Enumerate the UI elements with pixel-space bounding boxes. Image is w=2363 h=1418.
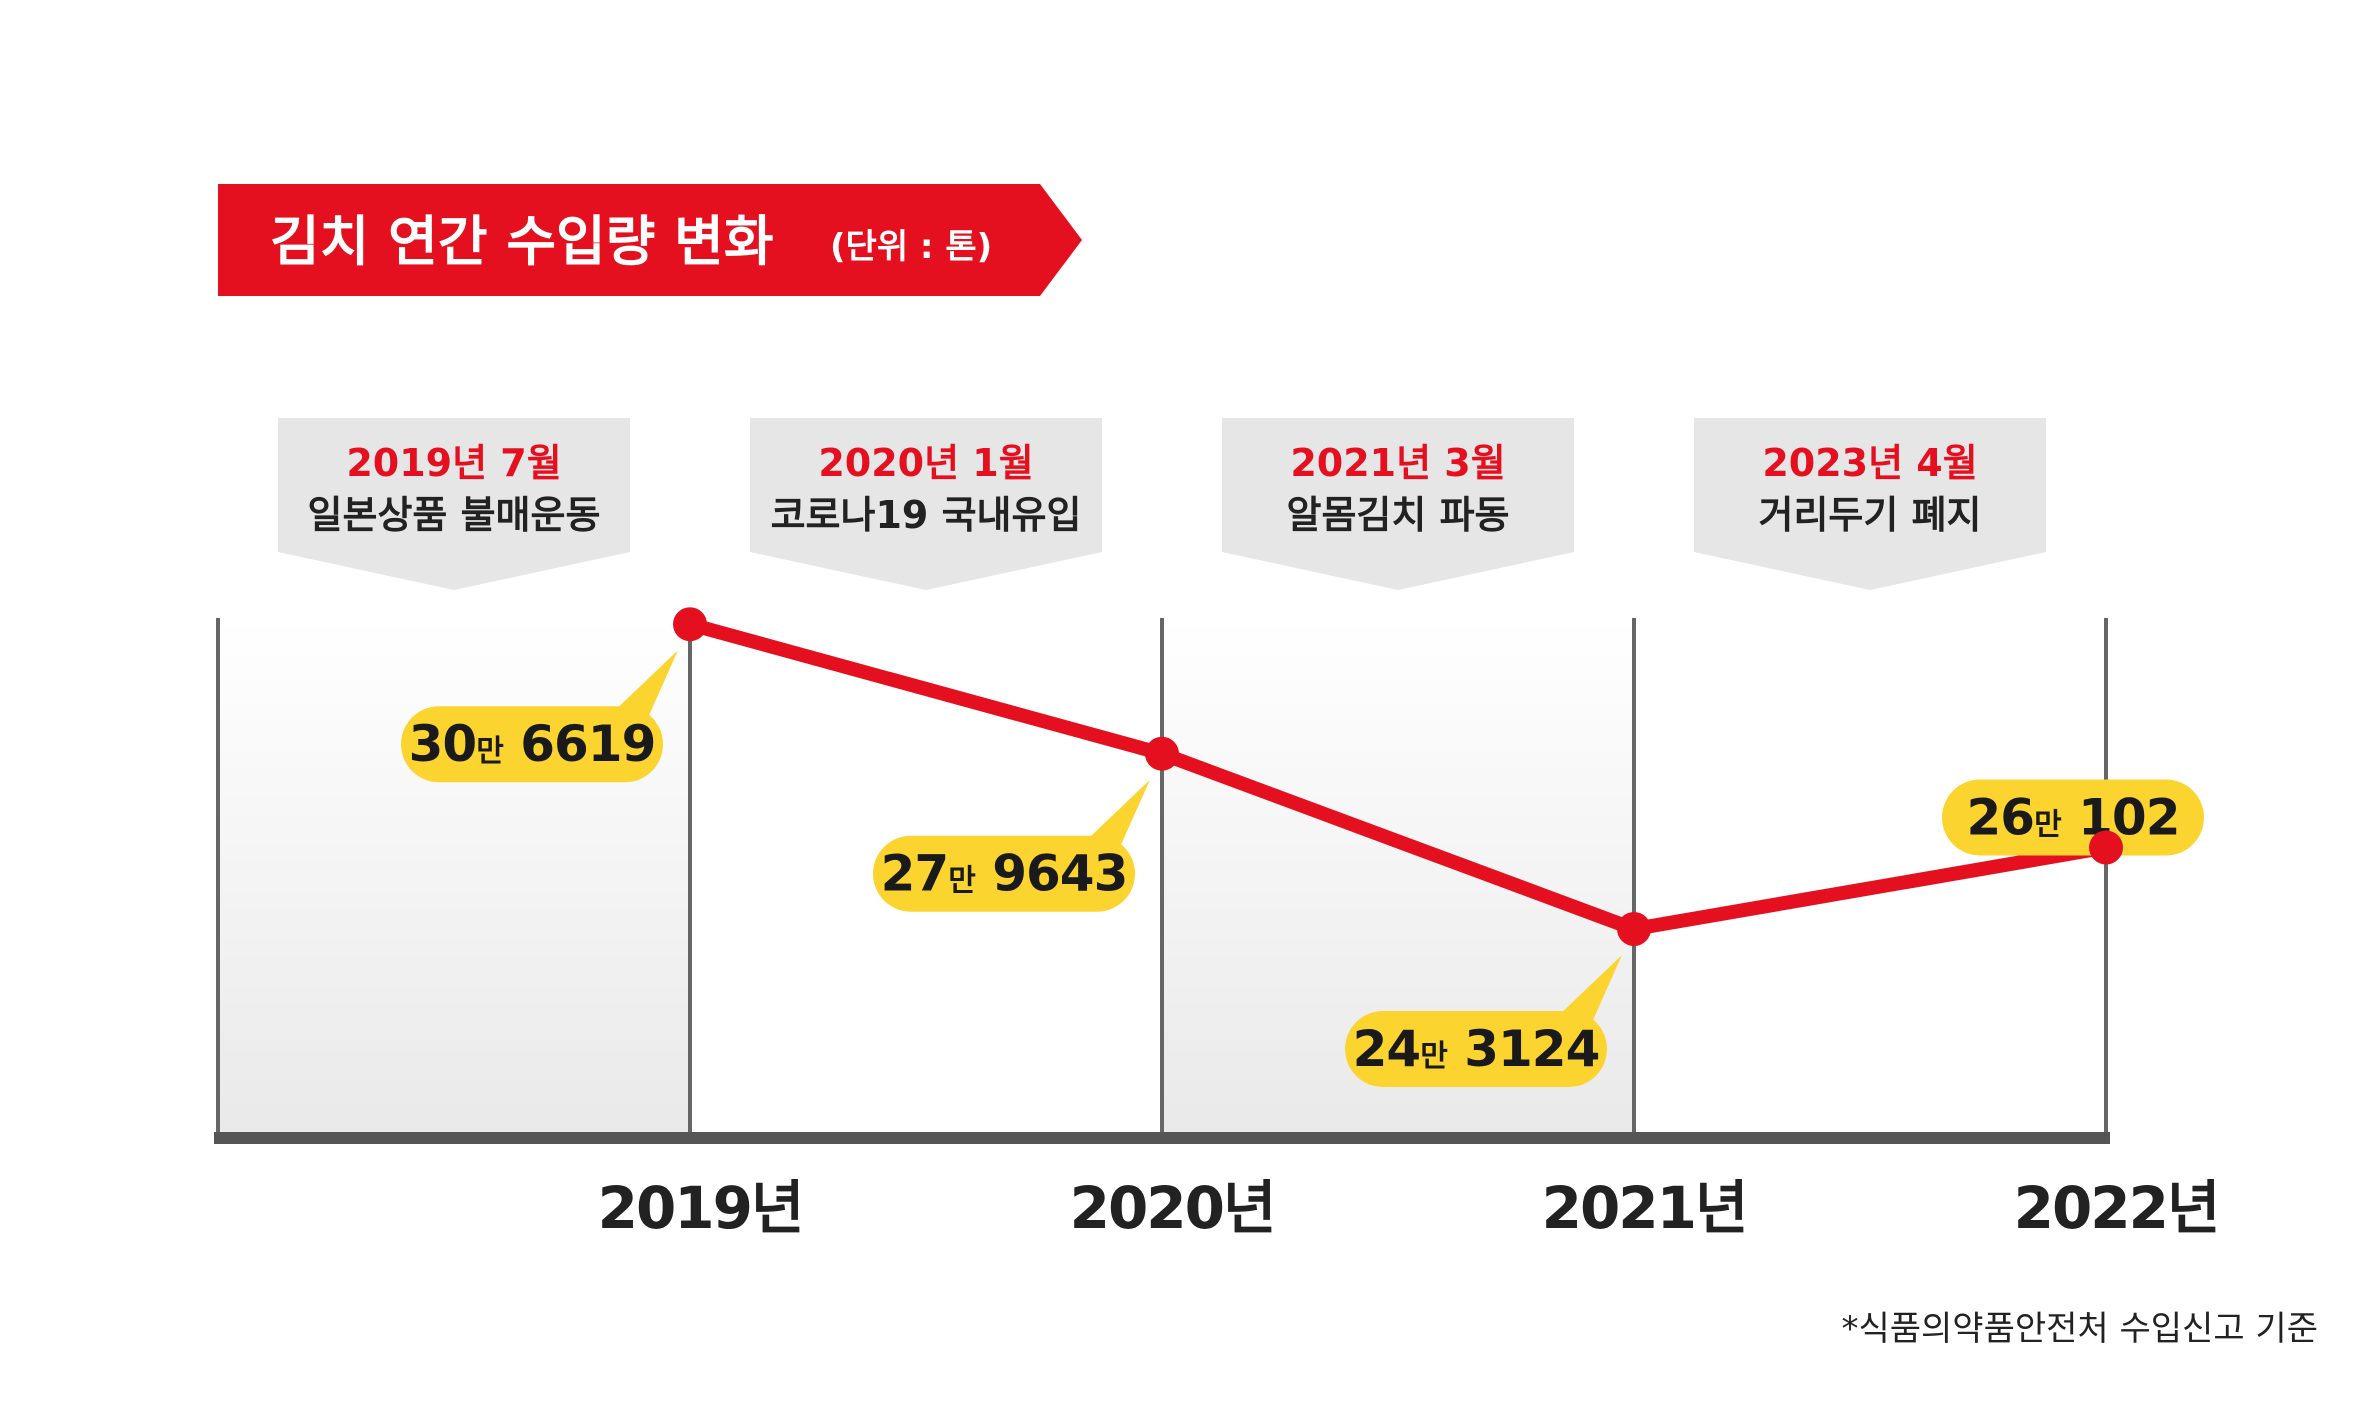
value-bubble-4: 26만 102	[1942, 779, 2204, 856]
data-label-rest: 3124	[1448, 1020, 1600, 1078]
title-banner-shape	[218, 184, 1082, 296]
value-bubble-3: 24만 3124	[1345, 955, 1622, 1088]
data-points	[673, 607, 2123, 947]
bubble-body	[1345, 1011, 1607, 1088]
bubble-tail	[1085, 779, 1150, 854]
x-tick-label: 2020년	[1070, 1174, 1275, 1242]
data-label-main: 24	[1353, 1020, 1421, 1078]
bubble-body	[873, 835, 1135, 912]
x-tick-label: 2021년	[1542, 1174, 1747, 1242]
data-label-unit: 만	[1420, 1039, 1448, 1074]
event-date: 2021년 3월	[1290, 441, 1505, 485]
data-label: 24만 3124	[1353, 1020, 1600, 1078]
event-date: 2020년 1월	[818, 441, 1033, 485]
value-bubble-1: 30만 6619	[401, 650, 678, 783]
data-label-main: 27	[881, 845, 949, 903]
event-text: 일본상품 불매운동	[308, 493, 601, 537]
data-point-2019년	[673, 607, 707, 642]
year-lines	[216, 618, 2108, 1136]
data-label-rest: 6619	[504, 715, 656, 773]
unit-note: (단위 : 톤)	[830, 227, 992, 267]
event-box	[1222, 418, 1574, 590]
bubble-body	[401, 706, 663, 783]
bubble-body	[1942, 779, 2204, 856]
value-bubble-2: 27만 9643	[873, 779, 1150, 912]
data-label-unit: 만	[2034, 808, 2062, 843]
event-text: 코로나19 국내유입	[771, 493, 1082, 537]
data-label-rest: 9643	[976, 845, 1128, 903]
event-box	[1694, 418, 2046, 590]
bubble-tail	[1557, 955, 1622, 1030]
series-line	[683, 617, 2113, 937]
event-text: 알몸김치 파동	[1287, 493, 1510, 537]
event-box	[750, 418, 1102, 590]
data-label: 27만 9643	[881, 845, 1128, 903]
x-tick-label: 2019년	[598, 1174, 803, 1242]
x-axis-labels: 2019년 2020년 2021년 2022년	[598, 1174, 2221, 1242]
event-box	[278, 418, 630, 590]
source-note: *식품의약품안전처 수입신고 기준	[1841, 1309, 2318, 1349]
data-label-unit: 만	[476, 734, 504, 769]
event-date: 2019년 7월	[346, 441, 561, 485]
title-banner: 김치 연간 수입량 변화 (단위 : 톤)	[218, 184, 1082, 296]
event-date: 2023년 4월	[1762, 441, 1977, 485]
x-tick-label: 2022년	[2014, 1174, 2219, 1242]
data-label: 26만 102	[1967, 789, 2180, 847]
data-point-2021년	[1617, 912, 1651, 947]
data-label-main: 30	[409, 715, 477, 773]
bubble-tail	[613, 650, 678, 725]
data-point-2022년	[2089, 830, 2123, 865]
band-1	[218, 618, 690, 1136]
chart-title: 김치 연간 수입량 변화	[270, 210, 774, 273]
data-label: 30만 6619	[409, 715, 656, 773]
data-label-rest: 102	[2062, 789, 2180, 847]
data-label-unit: 만	[948, 864, 976, 899]
data-point-2020년	[1145, 736, 1179, 771]
x-axis-baseline	[214, 1132, 2110, 1144]
event-text: 거리두기 폐지	[1759, 493, 1982, 537]
data-label-main: 26	[1967, 789, 2035, 847]
